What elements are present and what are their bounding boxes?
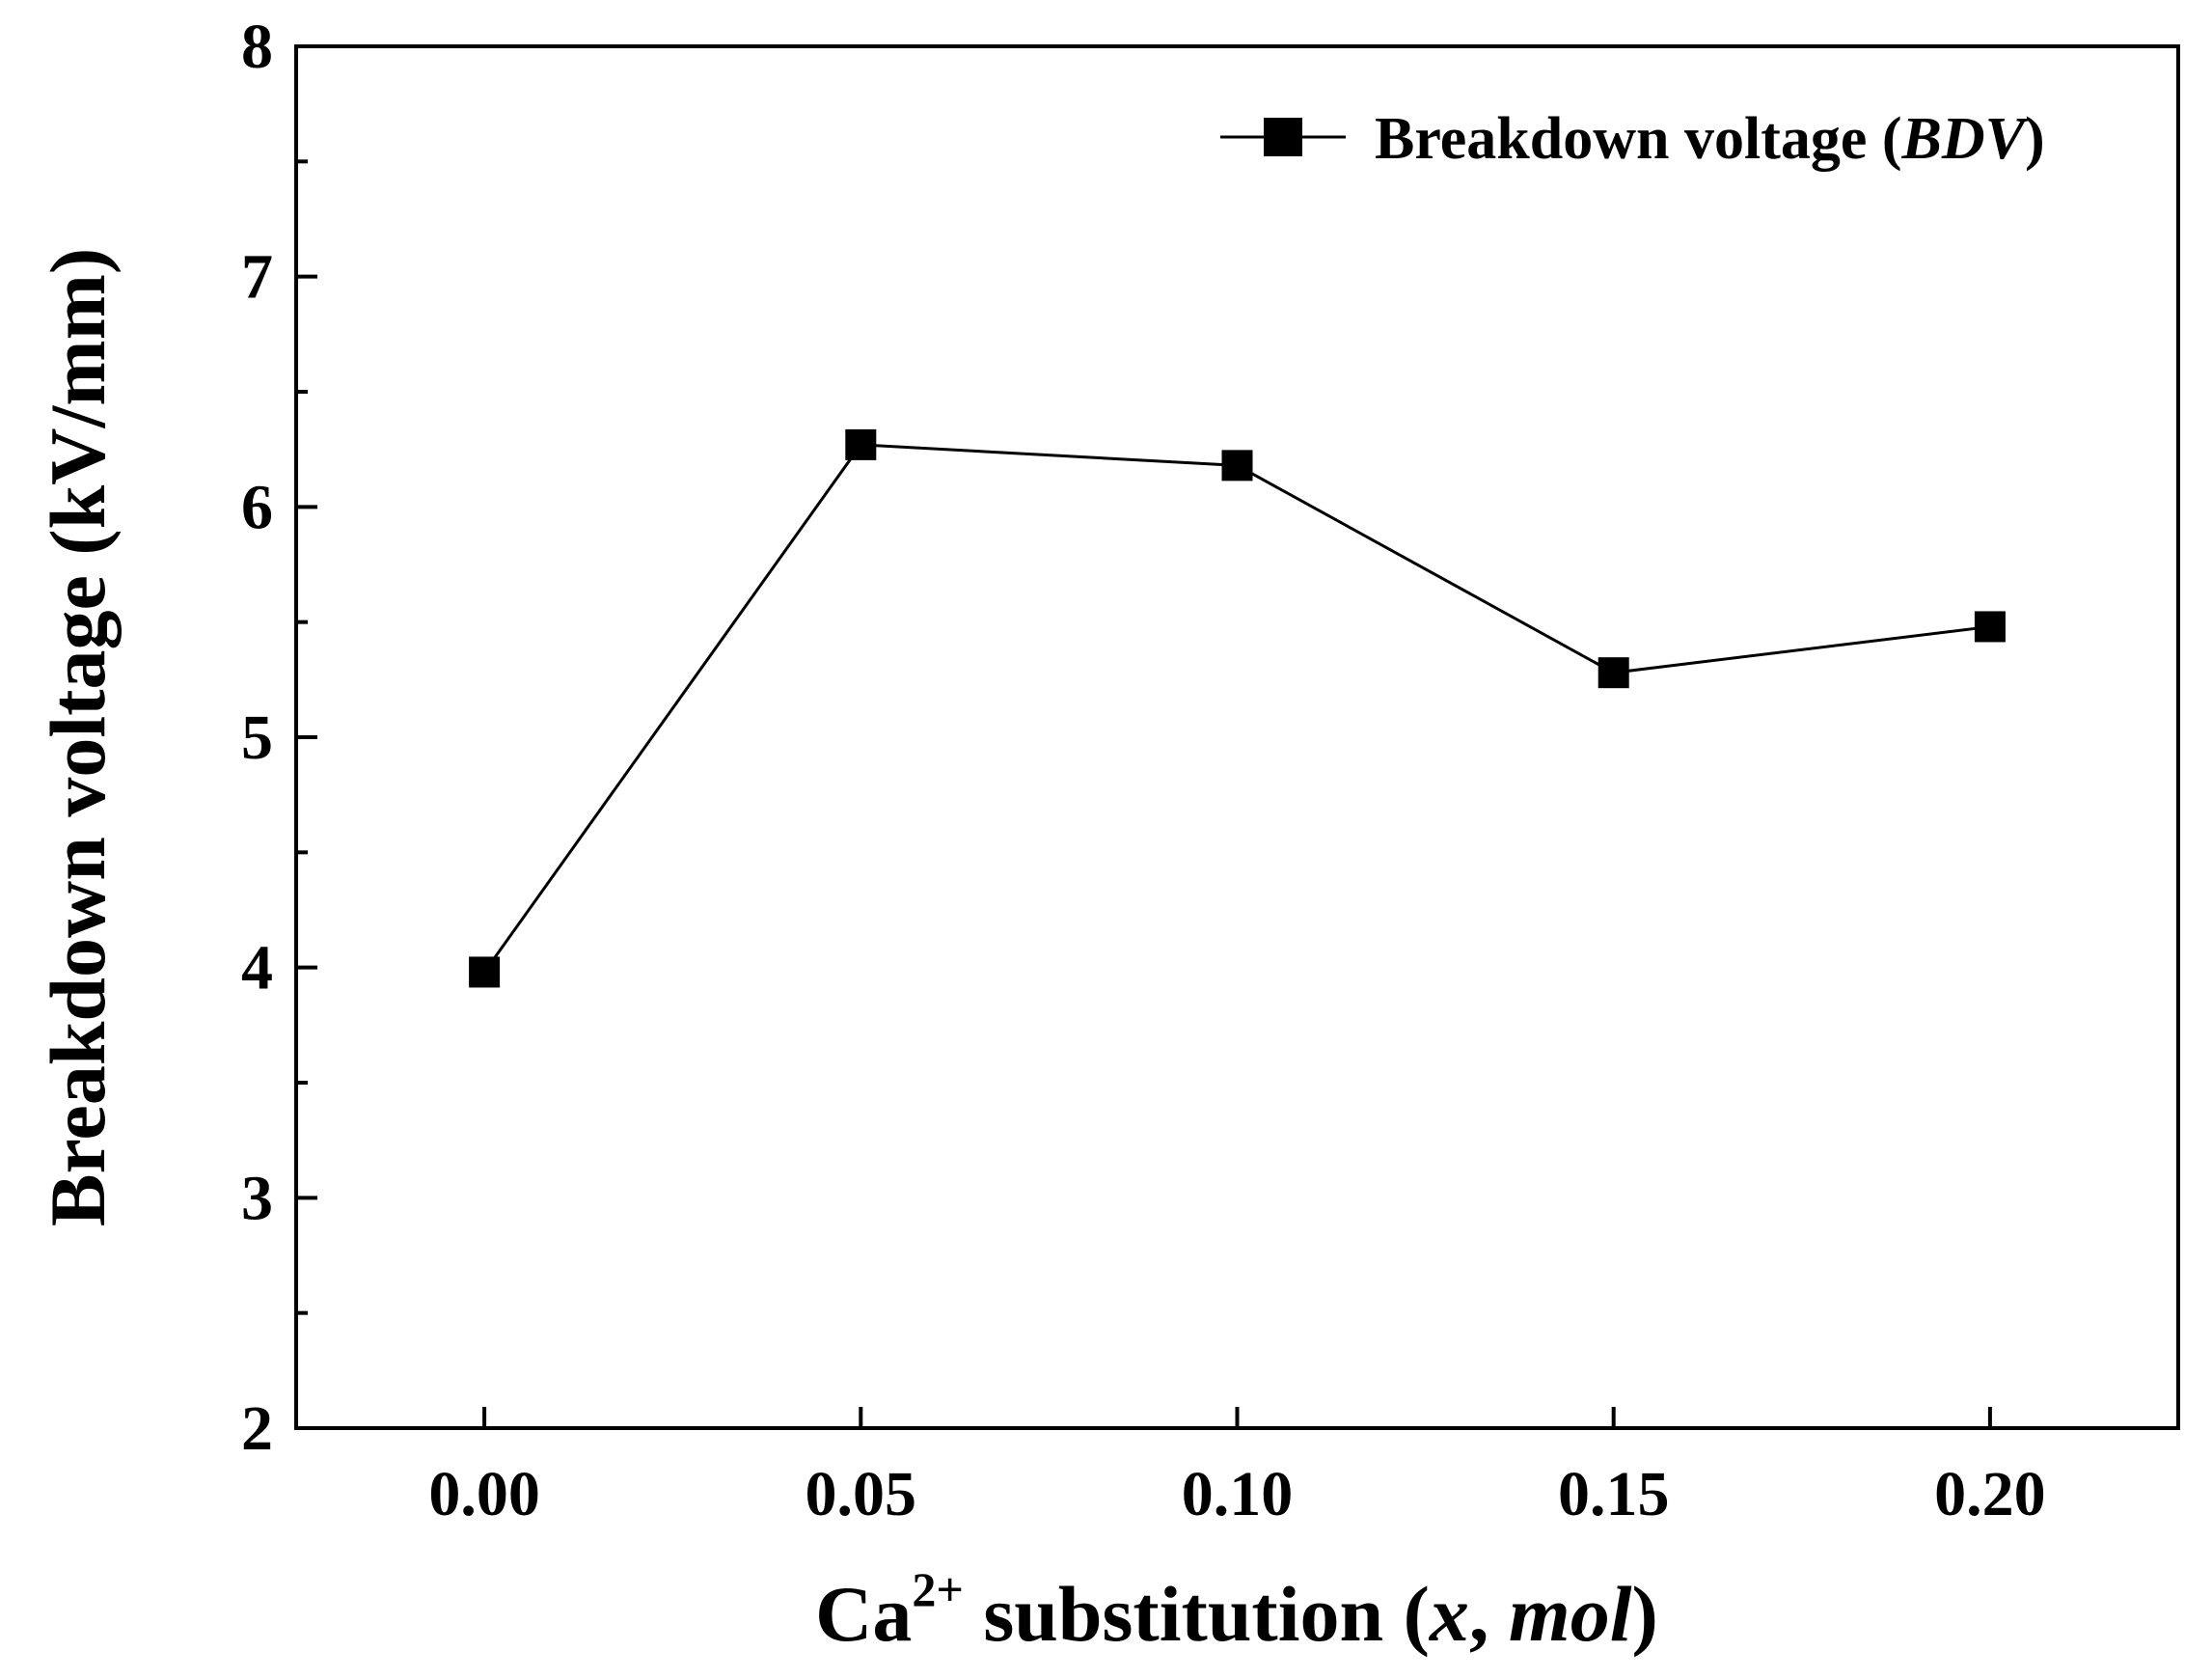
x-axis-title: Ca2+ substitution (x, mol) <box>815 1562 1658 1658</box>
x-axis-title-var-mol: mol <box>1509 1570 1632 1658</box>
y-axis-title: Breakdown voltage (kV/mm) <box>34 248 122 1226</box>
data-point <box>1598 657 1629 689</box>
y-tick-label: 8 <box>241 12 273 82</box>
x-tick-label: 0.05 <box>806 1459 917 1529</box>
x-tick-label: 0.10 <box>1182 1459 1294 1529</box>
x-axis-title-middle: substitution ( <box>964 1570 1430 1658</box>
axis-tick-labels: 2 3 4 5 6 7 8 0.00 0.05 0.10 0.15 0.20 <box>241 12 2046 1529</box>
y-tick-label: 5 <box>241 702 273 773</box>
data-point <box>845 428 877 460</box>
y-tick-label: 7 <box>241 242 273 313</box>
x-axis-title-superscript: 2+ <box>912 1562 964 1616</box>
y-tick-label: 6 <box>241 472 273 542</box>
legend-series-name: Breakdown voltage <box>1375 106 1867 172</box>
series-line <box>482 443 1991 974</box>
data-point <box>1221 450 1253 482</box>
data-point <box>469 956 501 988</box>
axis-ticks <box>296 44 1992 1430</box>
x-axis-title-suffix: ) <box>1632 1570 1658 1658</box>
legend-marker <box>1264 118 1302 156</box>
x-tick-label: 0.20 <box>1934 1459 2046 1529</box>
data-point <box>1974 611 2006 643</box>
legend-series-abbrev: BDV <box>1901 106 2030 172</box>
data-series <box>469 428 2006 988</box>
plot-frame <box>294 44 2180 1430</box>
legend-label: Breakdown voltage (BDV) <box>1375 106 2045 172</box>
legend: Breakdown voltage (BDV) <box>1220 106 2045 172</box>
x-axis-title-prefix: Ca <box>815 1570 912 1658</box>
x-axis-title-comma: , <box>1469 1570 1509 1658</box>
y-tick-label: 4 <box>241 933 273 1004</box>
x-axis-title-var-x: x <box>1429 1570 1469 1658</box>
y-tick-label: 3 <box>241 1163 273 1233</box>
x-tick-label: 0.00 <box>428 1459 540 1529</box>
y-tick-label: 2 <box>241 1393 273 1464</box>
x-tick-label: 0.15 <box>1558 1459 1670 1529</box>
